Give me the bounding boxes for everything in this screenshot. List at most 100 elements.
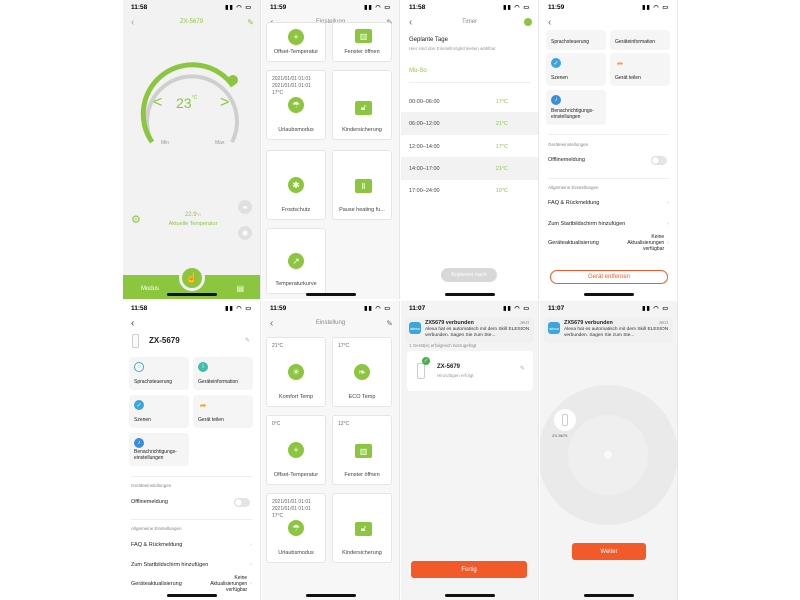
back-icon[interactable]: ‹	[270, 317, 274, 329]
notification-message: Alexa hat es automatisch mit dem Skill E…	[425, 327, 530, 338]
section-heading: Geplante Tage	[409, 37, 448, 43]
card-voice-control[interactable]: ○ Sprachsteuerung	[129, 357, 189, 390]
faq-row[interactable]: FAQ & Rückmeldung ›	[131, 540, 252, 550]
tile-comfort-temp[interactable]: 21°C ☀ Komfort Temp	[266, 337, 326, 407]
device-name: ZX-5679	[149, 336, 180, 345]
card-notifications[interactable]: ♪ Benachrichtigungs- einstellungen	[129, 433, 189, 466]
card-scenes[interactable]: ✓ Szenen	[546, 53, 606, 86]
tile-label: Fenster öffnen	[344, 472, 380, 478]
offline-toggle[interactable]	[234, 498, 250, 507]
share-icon: ➦	[616, 58, 624, 68]
done-button[interactable]: Fertig	[411, 561, 527, 578]
row-label: FAQ & Rückmeldung	[131, 542, 183, 548]
alexa-notification[interactable]: alexa ZX5679 verbunden Jetzt Alexa hat e…	[405, 317, 534, 343]
notification-title: ZX5679 verbunden	[564, 320, 613, 326]
tile-child-lock[interactable]: 🔓︎ Kindersicherung	[332, 70, 392, 140]
card-device-info[interactable]: i Geräteinformation	[193, 357, 253, 390]
tile-pause[interactable]: Ⅱ Pause heating fu...	[332, 150, 392, 220]
found-device-name: ZX-5679	[552, 433, 568, 438]
max-label: Max	[215, 140, 225, 146]
alexa-notification[interactable]: alexa ZX5679 verbunden Jetzt Alexa hat e…	[544, 317, 673, 343]
tile-window-open[interactable]: 12°C ▥ Fenster öffnen	[332, 415, 392, 485]
edit-icon[interactable]: ✎	[247, 17, 254, 27]
back-icon[interactable]: ‹	[131, 317, 135, 329]
device-card[interactable]: ✓ ZX-5679 Hinzufügen erfolgt ✎	[407, 351, 533, 391]
edit-icon[interactable]: ✎	[386, 318, 393, 328]
timer-row[interactable]: 00:00–06:00 17°C	[401, 90, 538, 113]
list-icon[interactable]: ▤	[236, 284, 244, 293]
tile-sub: 12°C	[338, 421, 350, 427]
offline-row: Offlinemeldung	[131, 497, 252, 507]
card-label: Szenen	[551, 75, 568, 81]
tile-frost[interactable]: ✱ Frostschutz	[266, 150, 326, 220]
tile-vacation[interactable]: 2021/01/01 01:01 2021/01/01 01:01 17°C ☂ U…	[266, 493, 326, 563]
homescreen-row[interactable]: Zum Startbildschirm hinzufügen ›	[131, 560, 252, 570]
home-indicator	[445, 594, 495, 597]
timer-row[interactable]: 06:00–12:00 21°C	[401, 112, 538, 135]
next-button[interactable]: Weiter	[572, 543, 646, 560]
tile-label: Komfort Temp	[278, 394, 314, 400]
timer-row[interactable]: 14:00–17:00 21°C	[401, 157, 538, 180]
card-share[interactable]: ➦ Gerät teilen	[610, 53, 670, 86]
snowflake-icon[interactable]: ✱	[238, 226, 252, 240]
row-label: Offlinemeldung	[131, 499, 168, 505]
temp: 21°C	[495, 165, 508, 172]
remove-device-button[interactable]: Gerät entfernen	[550, 270, 668, 284]
copy-button[interactable]: Kopieren nach	[441, 268, 497, 282]
decrease-button[interactable]: <	[153, 94, 163, 111]
offline-toggle[interactable]	[651, 156, 667, 165]
clock: 11:58	[131, 3, 148, 11]
card-label: Gerät teilen	[198, 417, 224, 423]
update-row[interactable]: Geräteaktualisierung Keine Aktualisierung…	[548, 232, 669, 254]
days-value[interactable]: Mo-So	[409, 68, 427, 74]
increase-button[interactable]: >	[220, 94, 230, 111]
card-voice-control[interactable]: Sprachsteuerung	[546, 30, 606, 50]
tile-label: Kindersicherung	[342, 127, 382, 133]
card-notifications[interactable]: ♪ Benachrichtigungs- einstellungen	[546, 90, 606, 125]
tile-eco-temp[interactable]: 17°C ❧ ECO Temp	[332, 337, 392, 407]
chart-icon: ↗	[288, 253, 304, 269]
device-status: Hinzufügen erfolgt	[437, 373, 474, 378]
card-device-info[interactable]: Geräteinformation	[610, 30, 670, 50]
row-label: Geräteaktualisierung	[131, 581, 182, 587]
notification-time: Jetzt	[519, 320, 529, 325]
temperature-dial[interactable]	[137, 62, 247, 152]
mode-tab[interactable]: Modus	[141, 286, 160, 292]
signal-icons: ▮▮ ◠ ▭	[225, 4, 252, 11]
home-indicator	[584, 594, 634, 597]
chevron-right-icon: ›	[250, 542, 252, 548]
home-indicator	[445, 293, 495, 296]
eco-icon[interactable]: ❧	[238, 200, 252, 214]
setpoint-value: 23	[176, 95, 192, 111]
back-icon[interactable]: ‹	[548, 16, 552, 28]
tile-child-lock[interactable]: 🔓︎ Kindersicherung	[332, 493, 392, 563]
card-label: Gerät teilen	[615, 75, 641, 81]
tile-offset-temp[interactable]: 0°C + Offset-Temperatur	[266, 415, 326, 485]
tile-window-open[interactable]: ▥ Fenster öffnen	[332, 22, 392, 62]
rename-icon[interactable]: ✎	[244, 338, 250, 344]
chevron-right-icon: ›	[250, 562, 252, 568]
setpoint-unit: °C	[191, 95, 198, 101]
found-device[interactable]	[554, 409, 576, 431]
timer-row[interactable]: 17:00–24:00 10°C	[401, 179, 538, 202]
timer-row[interactable]: 12:00–14:00 17°C	[401, 135, 538, 158]
back-icon[interactable]: ‹	[131, 16, 135, 28]
setpoint: 23°C	[176, 95, 197, 111]
back-icon[interactable]: ‹	[409, 16, 413, 28]
alexa-app-icon: alexa	[548, 322, 560, 334]
tile-offset-temp[interactable]: + Offset-Temperatur	[266, 22, 326, 62]
card-scenes[interactable]: ✓ Szenen	[129, 395, 189, 428]
section-device: Geräteeinstellungen	[548, 142, 589, 147]
window-icon: ▥	[355, 444, 372, 458]
card-share[interactable]: ➦ Gerät teilen	[193, 395, 253, 428]
thermostat-icon	[417, 363, 425, 379]
tile-temp-curve[interactable]: ↗ Temperaturkurve	[266, 228, 326, 294]
tile-vacation[interactable]: 2021/01/01 01:01 2021/01/01 01:01 17°C ☂ U…	[266, 70, 326, 140]
faq-row[interactable]: FAQ & Rückmeldung ›	[548, 198, 669, 208]
house-icon[interactable]	[524, 18, 532, 26]
homescreen-row[interactable]: Zum Startbildschirm hinzufügen ›	[548, 219, 669, 229]
power-button[interactable]: ☝	[179, 265, 205, 291]
update-row[interactable]: Geräteaktualisierung Keine Aktualisierung…	[131, 573, 252, 595]
rename-icon[interactable]: ✎	[519, 366, 525, 372]
gear-icon[interactable]: ⚙	[131, 214, 141, 226]
